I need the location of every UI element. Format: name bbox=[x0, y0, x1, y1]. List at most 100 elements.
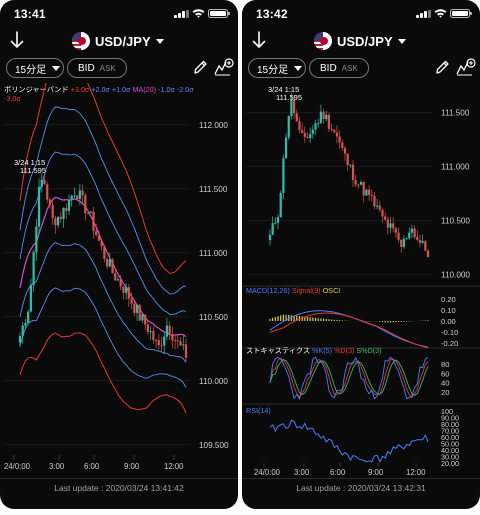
indicator-param: MA(20) bbox=[131, 85, 157, 94]
candle-body bbox=[330, 128, 333, 130]
candle-body bbox=[322, 111, 325, 120]
candle-body bbox=[325, 114, 328, 120]
stoch-legend-item: %D(3) bbox=[332, 346, 354, 355]
candle-body bbox=[135, 304, 139, 313]
candle-body bbox=[319, 111, 322, 124]
stoch-tick-label: 80 bbox=[441, 360, 449, 369]
candle-body bbox=[21, 325, 24, 337]
status-time: 13:42 bbox=[256, 7, 288, 21]
time-tick-label: 9:00 bbox=[124, 462, 140, 471]
pencil-icon[interactable] bbox=[434, 58, 450, 76]
timeframe-dropdown[interactable]: 15分足 bbox=[6, 58, 64, 78]
candle-body bbox=[86, 213, 90, 215]
candle-body bbox=[163, 336, 166, 346]
candle-body bbox=[426, 250, 430, 257]
candle-body bbox=[40, 179, 43, 187]
rsi-tick-label: 60.00 bbox=[441, 433, 459, 442]
candle-body bbox=[146, 324, 150, 332]
band-lower-2sigma bbox=[19, 287, 187, 388]
candle-body bbox=[408, 232, 411, 239]
last-update-text: Last update : 2020/03/24 13:41:42 bbox=[54, 483, 184, 493]
stoch-k-line bbox=[269, 356, 429, 400]
candle-body bbox=[89, 211, 92, 214]
last-update-bar: Last update : 2020/03/24 13:41:42 bbox=[0, 478, 238, 502]
candle-body bbox=[35, 226, 38, 253]
candle-body bbox=[138, 304, 141, 321]
arrow-down-icon[interactable] bbox=[252, 31, 266, 49]
timeframe-dropdown[interactable]: 15分足 bbox=[248, 58, 306, 78]
candle-body bbox=[108, 259, 111, 267]
candle-body bbox=[386, 219, 389, 228]
candle-body bbox=[125, 287, 128, 293]
time-tick-label: 24/0:00 bbox=[254, 468, 281, 475]
candle-body bbox=[314, 123, 317, 130]
candle-body bbox=[338, 136, 341, 143]
candle-body bbox=[152, 331, 155, 340]
currency-pair-selector[interactable]: USD/JPY bbox=[314, 31, 406, 51]
candle-body bbox=[144, 314, 147, 325]
macd-legend-item: Signal(9) bbox=[290, 286, 321, 295]
candle-body bbox=[81, 190, 84, 196]
candle-body bbox=[333, 129, 336, 133]
bid-ask-toggle[interactable]: BID ASK bbox=[67, 58, 127, 78]
macd-legend-item: MACD(12,26) bbox=[246, 286, 290, 295]
candle-body bbox=[176, 340, 179, 342]
candle-body bbox=[165, 325, 169, 337]
candle-body bbox=[394, 228, 397, 233]
candle-body bbox=[424, 241, 427, 251]
time-tick-label: 24/0:00 bbox=[4, 462, 31, 471]
candle-body bbox=[179, 341, 182, 346]
band-upper-2sigma bbox=[19, 106, 187, 295]
bollinger-chart[interactable]: 112.000 111.500 111.000 110.500 110.000 109.5… bbox=[0, 83, 238, 475]
candle-body bbox=[149, 331, 152, 333]
bid-ask-toggle[interactable]: BID ASK bbox=[309, 58, 369, 78]
high-marker-price: 111.595 bbox=[20, 166, 46, 175]
candle-body bbox=[397, 232, 400, 240]
candle-body bbox=[56, 216, 60, 226]
candle-body bbox=[413, 228, 416, 238]
candle-body bbox=[279, 193, 282, 218]
rsi-tick-label: 30.00 bbox=[441, 453, 459, 462]
candle-body bbox=[105, 259, 109, 267]
time-tick-label: 3:00 bbox=[294, 468, 310, 475]
oscillator-chart[interactable]: 111.500 111.000 110.500 110.000 3/24 1:15 111… bbox=[242, 83, 480, 475]
candle-body bbox=[95, 231, 98, 236]
candle-body bbox=[114, 273, 117, 281]
candle-body bbox=[317, 123, 320, 125]
time-tick-label: 3:00 bbox=[49, 462, 65, 471]
pencil-icon[interactable] bbox=[192, 58, 208, 76]
price-tick-label: 110.500 bbox=[441, 216, 470, 225]
indicator-param: +1.0σ bbox=[110, 85, 131, 94]
macd-tick-label: -0.20 bbox=[441, 339, 458, 348]
add-indicator-icon[interactable] bbox=[456, 58, 476, 76]
price-tick-label: 111.000 bbox=[199, 249, 228, 258]
stoch-legend: ストキャスティクス %K(5) %D(3) S%D(3) bbox=[246, 346, 382, 355]
candle-body bbox=[92, 211, 95, 232]
candle-body bbox=[335, 132, 339, 137]
candle-body bbox=[392, 223, 395, 229]
candle-body bbox=[122, 286, 125, 293]
candle-body bbox=[354, 179, 357, 185]
chevron-down-icon bbox=[294, 65, 303, 71]
candle-body bbox=[311, 129, 314, 134]
currency-pair-selector[interactable]: USD/JPY bbox=[72, 31, 164, 51]
candle-body bbox=[111, 259, 114, 274]
band-lower-1sigma bbox=[19, 242, 187, 363]
chart-toolbar: 15分足 BID ASK bbox=[0, 58, 238, 78]
candle-body bbox=[182, 344, 185, 346]
last-update-text: Last update : 2020/03/24 13:42:31 bbox=[296, 483, 426, 493]
macd-tick-label: 0.20 bbox=[441, 295, 456, 304]
candle-body bbox=[67, 199, 71, 211]
candle-body bbox=[130, 298, 133, 304]
arrow-down-icon[interactable] bbox=[10, 31, 24, 49]
candle-body bbox=[282, 158, 285, 194]
candle-body bbox=[127, 287, 130, 299]
indicator-param: -2.0σ bbox=[175, 85, 194, 94]
ask-label: ASK bbox=[341, 63, 358, 73]
price-tick-label: 111.500 bbox=[199, 185, 228, 194]
add-indicator-icon[interactable] bbox=[214, 58, 234, 76]
candle-body bbox=[327, 114, 331, 129]
candle-body bbox=[421, 241, 424, 243]
candle-body bbox=[357, 184, 360, 186]
candle-body bbox=[73, 195, 76, 197]
